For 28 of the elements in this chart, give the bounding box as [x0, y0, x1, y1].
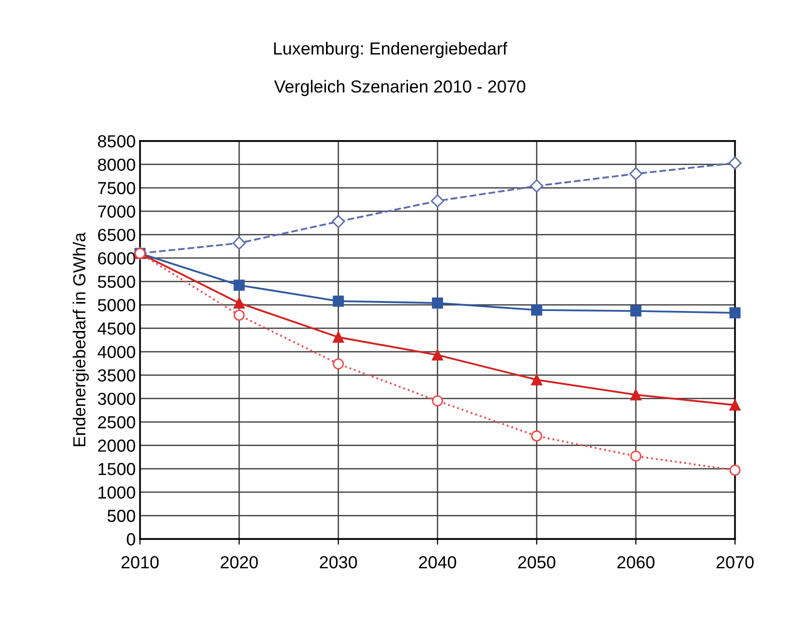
y-tick-label: 0 — [126, 533, 136, 546]
chart-title: Luxemburg: Endenergiebedarf — [274, 42, 508, 58]
x-tick-label: 2020 — [220, 556, 258, 568]
y-axis-title: Endenergiebedarf in GWh/a — [72, 232, 89, 446]
y-tick-label: 6000 — [98, 252, 136, 265]
y-tick-label: 7500 — [98, 182, 136, 194]
y-tick-label: 3000 — [98, 392, 136, 405]
y-tick-label: 2000 — [98, 440, 136, 452]
y-tick-label: 8000 — [98, 158, 136, 171]
y-tick-label: 4000 — [98, 346, 136, 358]
chart-subtitle: Vergleich Szenarien 2010 - 2070 — [274, 80, 526, 96]
x-tick-label: 2030 — [320, 556, 357, 568]
x-tick-label: 2060 — [617, 556, 654, 568]
y-tick-label: 4500 — [98, 322, 136, 335]
x-tick-label: 2040 — [419, 556, 456, 568]
y-tick-label: 1500 — [98, 462, 136, 476]
x-tick-label: 2070 — [716, 556, 754, 568]
y-tick-label: 5500 — [98, 276, 136, 288]
x-tick-label: 2050 — [518, 556, 556, 568]
y-tick-label: 7000 — [98, 205, 136, 218]
y-tick-label: 3500 — [98, 369, 136, 382]
y-tick-label: 6500 — [98, 228, 136, 242]
y-tick-label: 5000 — [98, 299, 136, 312]
y-tick-label: 2500 — [98, 416, 136, 428]
y-tick-label: 1000 — [98, 486, 136, 499]
y-tick-label: 8500 — [98, 135, 136, 148]
x-tick-label: 2010 — [122, 556, 159, 568]
y-tick-label: 500 — [108, 510, 136, 522]
